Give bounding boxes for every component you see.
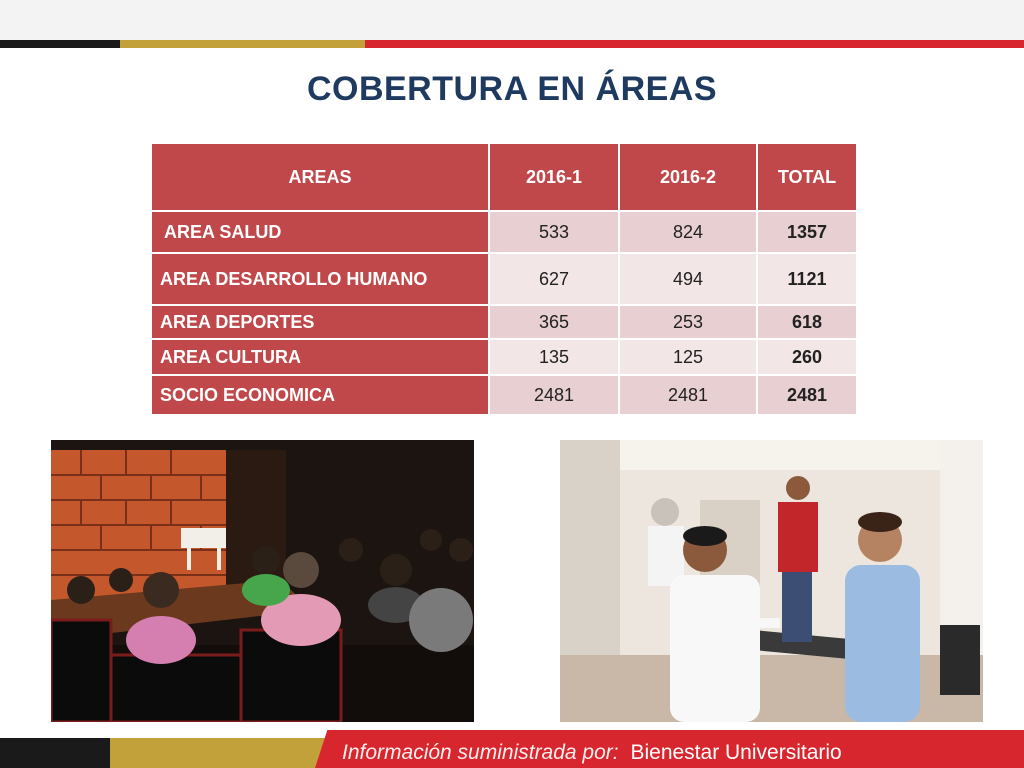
row-value-2016-2: 494	[618, 252, 758, 306]
top-stripe-black	[0, 40, 120, 48]
row-area-label: AREA CULTURA	[150, 338, 490, 376]
row-value-2016-2: 253	[618, 304, 758, 340]
slide-title: COBERTURA EN ÁREAS	[306, 70, 718, 108]
health-consultation-illustration	[560, 440, 983, 722]
row-area-label: AREA DESARROLLO HUMANO	[150, 252, 490, 306]
table-row: AREA DESARROLLO HUMANO 627 494 1121	[150, 252, 858, 306]
footer-stripe-black	[0, 738, 110, 768]
header-2016-1: 2016-1	[488, 142, 620, 212]
theater-audience-photo	[51, 440, 474, 722]
row-area-label: SOCIO ECONOMICA	[150, 374, 490, 416]
row-value-total: 1121	[756, 252, 858, 306]
health-consultation-photo	[560, 440, 983, 722]
row-area-label: AREA DEPORTES	[150, 304, 490, 340]
row-value-2016-2: 2481	[618, 374, 758, 416]
footer-source-org: Bienestar Universitario	[630, 741, 842, 764]
top-stripe-red	[365, 40, 1024, 48]
top-stripe-gold	[120, 40, 365, 48]
footer-stripe-gold	[110, 738, 335, 768]
row-area-label: AREA SALUD	[150, 210, 490, 254]
table-row: SOCIO ECONOMICA 2481 2481 2481	[150, 374, 858, 416]
row-value-total: 1357	[756, 210, 858, 254]
row-value-2016-1: 533	[488, 210, 620, 254]
row-value-total: 2481	[756, 374, 858, 416]
row-value-2016-1: 135	[488, 338, 620, 376]
coverage-table: AREAS 2016-1 2016-2 TOTAL AREA SALUD 533…	[150, 142, 858, 416]
header-areas: AREAS	[150, 142, 490, 212]
top-bar	[0, 0, 1024, 40]
table-row: AREA DEPORTES 365 253 618	[150, 304, 858, 340]
table-row: AREA CULTURA 135 125 260	[150, 338, 858, 376]
row-value-2016-2: 824	[618, 210, 758, 254]
footer-text: Información suministrada por: Bienestar …	[342, 738, 842, 768]
table-row: AREA SALUD 533 824 1357	[150, 210, 858, 254]
footer-bar	[0, 730, 1024, 768]
table-header-row: AREAS 2016-1 2016-2 TOTAL	[150, 142, 858, 212]
row-value-total: 260	[756, 338, 858, 376]
footer-source-label: Información suministrada por:	[342, 741, 619, 764]
header-2016-2: 2016-2	[618, 142, 758, 212]
row-value-total: 618	[756, 304, 858, 340]
header-total: TOTAL	[756, 142, 858, 212]
row-value-2016-2: 125	[618, 338, 758, 376]
theater-audience-illustration	[51, 440, 474, 722]
row-value-2016-1: 365	[488, 304, 620, 340]
row-value-2016-1: 2481	[488, 374, 620, 416]
row-value-2016-1: 627	[488, 252, 620, 306]
